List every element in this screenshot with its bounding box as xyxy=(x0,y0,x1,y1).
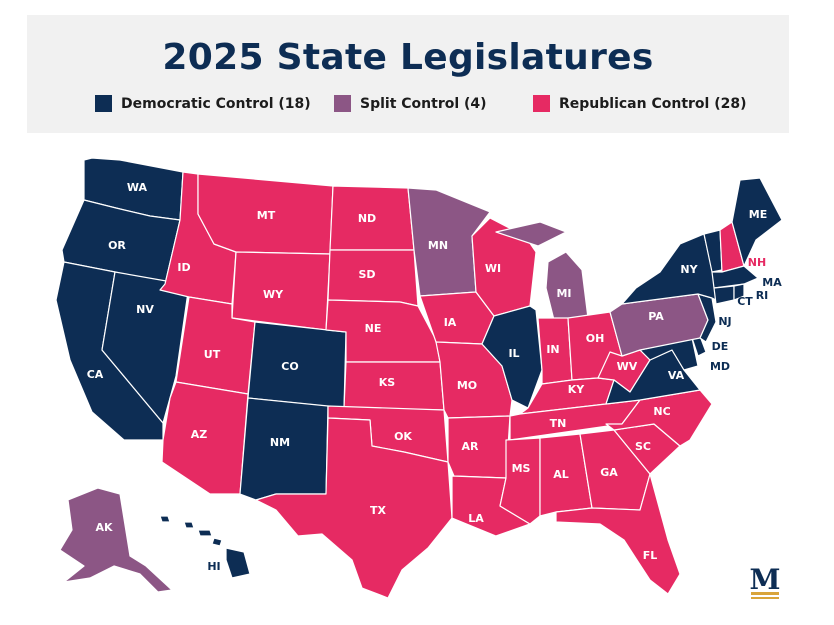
brand-logo: M xyxy=(750,563,781,599)
state-nc[interactable] xyxy=(605,389,713,447)
label-co: CO xyxy=(281,360,298,373)
state-wi[interactable] xyxy=(471,217,537,317)
label-ar: AR xyxy=(462,440,480,453)
label-me: ME xyxy=(749,208,767,221)
state-ny[interactable] xyxy=(621,233,717,305)
label-in: IN xyxy=(546,343,559,356)
label-nj: NJ xyxy=(718,315,731,328)
state-nm[interactable] xyxy=(239,397,329,501)
label-nc: NC xyxy=(653,405,670,418)
label-nm: NM xyxy=(270,436,290,449)
label-ny: NY xyxy=(680,263,698,276)
label-vt: VT xyxy=(682,216,699,229)
label-hi: HI xyxy=(207,560,220,573)
state-ri[interactable] xyxy=(733,283,745,301)
header-panel: 2025 State Legislatures Democratic Contr… xyxy=(27,15,789,133)
label-mt: MT xyxy=(257,209,276,222)
label-ks: KS xyxy=(379,376,396,389)
label-il: IL xyxy=(508,347,519,360)
label-ca: CA xyxy=(87,368,104,381)
label-de: DE xyxy=(712,340,729,353)
state-ak[interactable] xyxy=(59,487,173,593)
label-ia: IA xyxy=(444,316,457,329)
logo-letter: M xyxy=(750,563,781,596)
label-ct: CT xyxy=(737,295,753,308)
label-pa: PA xyxy=(648,310,664,323)
label-wv: WV xyxy=(617,360,638,373)
label-md: MD xyxy=(710,360,730,373)
label-sd: SD xyxy=(358,268,375,281)
logo-bar-top xyxy=(751,592,779,595)
label-wa: WA xyxy=(127,181,148,194)
map-title: 2025 State Legislatures xyxy=(162,37,654,78)
label-wi: WI xyxy=(485,262,501,275)
label-nd: ND xyxy=(358,212,376,225)
legend-swatch-democratic xyxy=(95,95,112,112)
label-al: AL xyxy=(553,468,569,481)
label-ma: MA xyxy=(762,276,782,289)
label-oh: OH xyxy=(586,332,605,345)
label-tn: TN xyxy=(550,417,567,430)
label-va: VA xyxy=(668,369,685,382)
state-ar[interactable] xyxy=(447,415,511,479)
legend-item-republican: Republican Control (28) xyxy=(533,95,747,112)
label-or: OR xyxy=(108,239,126,252)
legend-label-democratic: Democratic Control (18) xyxy=(121,95,311,112)
label-ri: RI xyxy=(756,289,769,302)
legend: Democratic Control (18) Split Control (4… xyxy=(27,95,789,119)
label-wy: WY xyxy=(263,288,284,301)
legend-label-republican: Republican Control (28) xyxy=(559,95,747,112)
label-id: ID xyxy=(177,261,190,274)
label-nh: NH xyxy=(748,256,766,269)
label-ut: UT xyxy=(204,348,221,361)
legend-item-split: Split Control (4) xyxy=(334,95,487,112)
label-sc: SC xyxy=(635,440,651,453)
label-ak: AK xyxy=(95,521,113,534)
label-ne: NE xyxy=(365,322,382,335)
label-ky: KY xyxy=(568,383,586,396)
label-mi: MI xyxy=(556,287,571,300)
state-ct[interactable] xyxy=(713,285,735,305)
label-mo: MO xyxy=(457,379,477,392)
legend-label-split: Split Control (4) xyxy=(360,95,487,112)
label-la: LA xyxy=(468,512,484,525)
label-ms: MS xyxy=(512,462,531,475)
label-ga: GA xyxy=(600,466,618,479)
label-ok: OK xyxy=(394,430,412,443)
label-az: AZ xyxy=(191,428,208,441)
state-tx[interactable] xyxy=(255,417,453,599)
legend-swatch-republican xyxy=(533,95,550,112)
state-fl[interactable] xyxy=(555,473,681,595)
legend-swatch-split xyxy=(334,95,351,112)
label-nv: NV xyxy=(136,303,154,316)
label-fl: FL xyxy=(643,549,658,562)
legend-item-democratic: Democratic Control (18) xyxy=(95,95,311,112)
label-tx: TX xyxy=(370,504,387,517)
state-hi[interactable] xyxy=(159,515,251,579)
label-mn: MN xyxy=(428,239,448,252)
logo-bar-bottom xyxy=(751,597,779,599)
